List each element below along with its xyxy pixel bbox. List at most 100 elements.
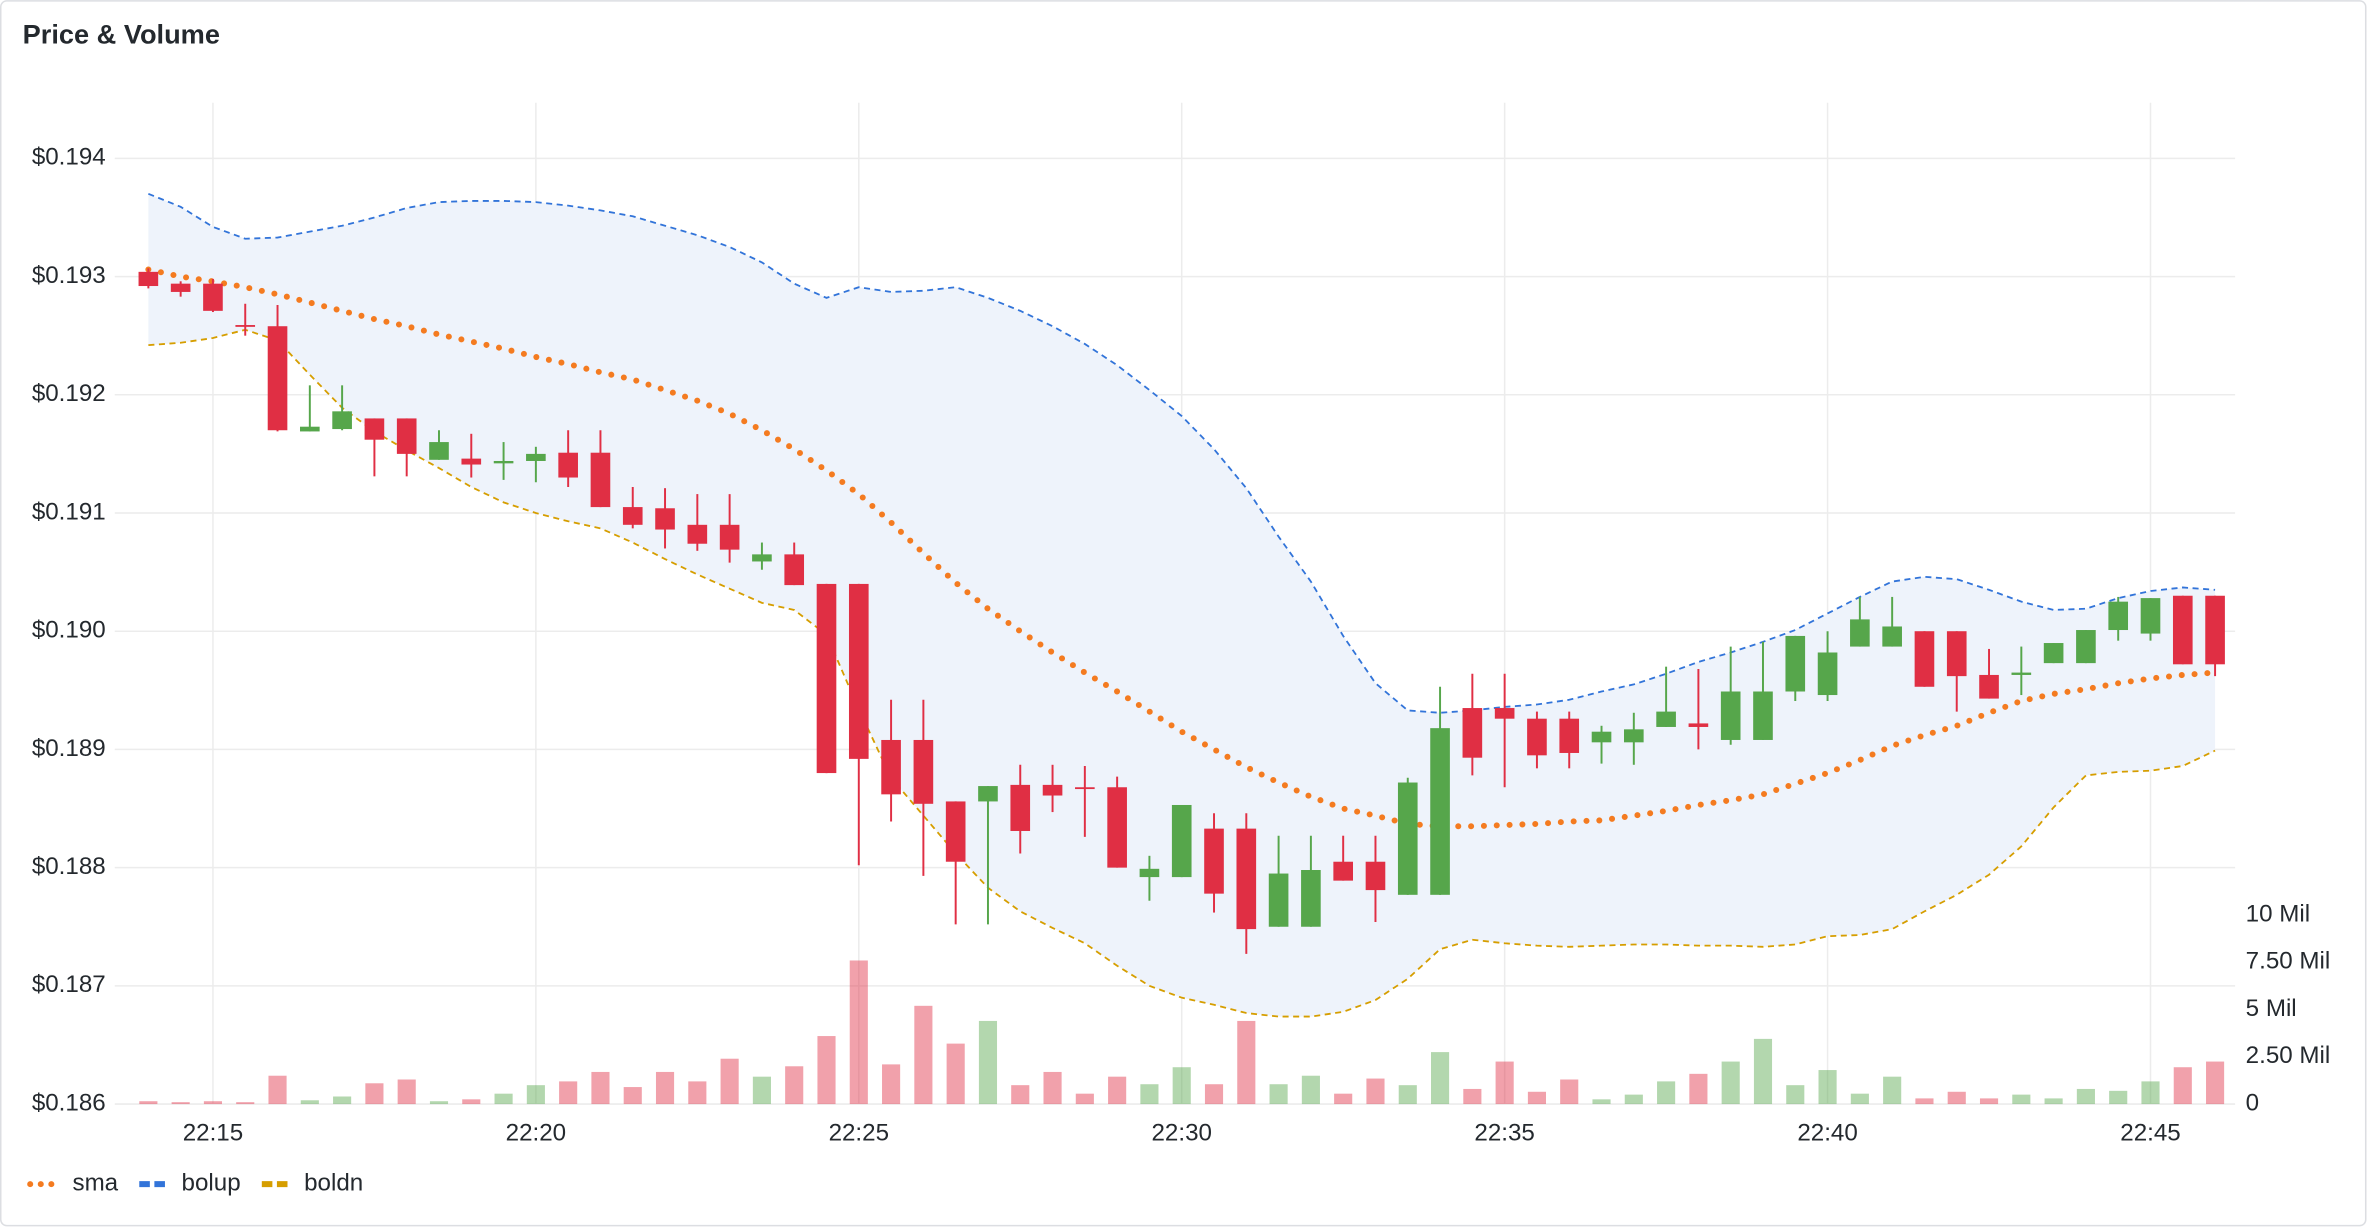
candle-body [2140,598,2161,634]
volume-bar [1979,1098,1999,1105]
candle-body [2011,672,2032,675]
volume-bar [1140,1084,1159,1105]
volume-bar [559,1081,578,1105]
volume [139,960,2225,1105]
candle-body [784,554,805,586]
candle-body [945,801,966,862]
series-line [145,266,2219,830]
volume-bar [1560,1079,1579,1105]
volume-bar [591,1071,610,1105]
volume-bar [1624,1094,1643,1105]
volume-bar [2141,1081,2160,1105]
volume-bar [1430,1052,1450,1105]
band [148,193,2216,1017]
candle-body [687,524,708,544]
candle-body [2205,595,2225,665]
volume-bar [655,1071,675,1105]
y-tick-label: $0.190 [32,617,106,644]
volume-bar [1818,1070,1837,1105]
candle-body [493,460,514,464]
volume-bar [817,1036,836,1105]
candle-body [2108,601,2129,631]
candle-body [170,283,191,292]
y2-tick-label: 5 Mil [2246,995,2297,1022]
candle-body [1979,674,1999,699]
legend-label[interactable]: boldn [304,1169,363,1196]
x-tick-label: 22:35 [1474,1120,1534,1147]
candle-body [1656,711,1676,727]
y-tick-label: $0.193 [32,262,106,289]
volume-bar [494,1093,513,1105]
volume-bar [1753,1038,1773,1105]
candle-body [203,283,223,311]
legend-label[interactable]: bolup [182,1169,241,1196]
volume-bar [1204,1084,1224,1105]
volume-bar [1786,1085,1805,1105]
volume-bar [882,1064,901,1105]
series-line [148,328,2216,1018]
candle-body [1882,626,1902,647]
volume-bar [462,1099,481,1105]
volume-bar [333,1096,352,1105]
x-tick-label: 22:20 [506,1120,566,1147]
volume-bar [688,1081,707,1105]
candle-body [1139,868,1160,878]
candle-body [1559,718,1580,753]
candle-body [1010,784,1031,831]
labels: $0.186 $0.187 $0.188 $0.189 $0.190 $0.191 $0.1… [32,144,2330,1147]
candle-body [267,326,288,431]
candle-body [1462,708,1483,758]
volume-bar [1108,1076,1127,1105]
volume-bar [1721,1061,1740,1105]
x-tick-label: 22:40 [1797,1120,1857,1147]
candle-body [1333,861,1353,881]
volume-bar [752,1076,771,1105]
candle-body [1494,708,1515,719]
candle-body [1397,782,1418,895]
volume-bar [1398,1085,1417,1105]
volume-bar [914,1005,933,1105]
candle-body [2172,595,2193,665]
candle-body [1785,635,1806,692]
candle-body [881,739,901,795]
candle-body [590,452,611,508]
volume-bar [1883,1076,1902,1105]
volume-bar [139,1101,158,1105]
volume-bar [1850,1093,1869,1105]
candle-body [1301,869,1321,927]
candle-body [1817,652,1838,696]
y-tick-label: $0.192 [32,380,106,407]
y-tick-label: $0.194 [32,144,106,171]
legend[interactable]: sma bolup boldn [27,1169,363,1196]
volume-bar [1495,1061,1514,1105]
y2-tick-label: 0 [2246,1089,2259,1116]
candle-body [1107,787,1127,868]
candle-body [913,739,934,804]
legend-label[interactable]: sma [72,1169,118,1196]
candle-body [1720,691,1741,740]
candle-body [1042,784,1063,796]
candle-body [558,452,578,478]
volume-bar [785,1066,804,1105]
candle-body [300,426,320,432]
y-tick-label: $0.187 [32,971,106,998]
volume-bar [623,1087,642,1105]
volume-bar [1915,1098,1934,1105]
volume-bar [429,1101,449,1105]
volume-bar [720,1058,739,1105]
candle-body [2043,643,2064,664]
volume-bar [1366,1078,1385,1105]
candle-body [396,418,417,454]
candle-body [752,554,772,562]
candle-body [461,458,482,465]
candle-body [1946,631,1967,677]
y-tick-label: $0.188 [32,853,106,880]
candle-body [1591,731,1612,743]
candle-body [1527,718,1547,756]
candle-body [1075,787,1095,790]
candle-body [1850,619,1870,647]
series-line [148,192,2216,714]
volume-bar [849,960,868,1105]
candle-body [2076,630,2096,664]
